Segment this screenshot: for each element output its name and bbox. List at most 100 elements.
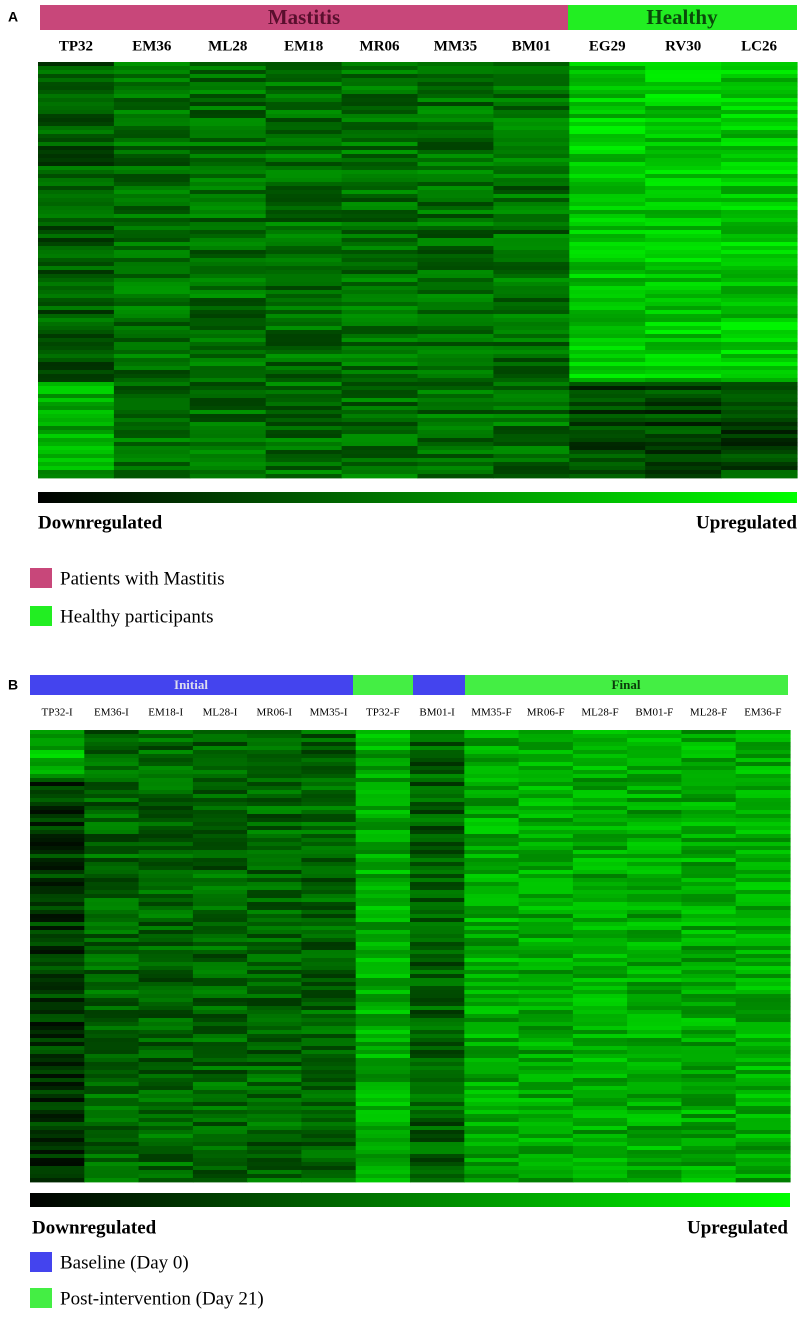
heatmap-cell xyxy=(417,338,494,343)
heatmap-cell xyxy=(464,1130,520,1135)
heatmap-cell xyxy=(410,982,465,987)
heatmap-cell xyxy=(192,1014,248,1019)
heatmap-cell xyxy=(417,98,494,103)
heatmap-cell xyxy=(681,1178,737,1183)
heatmap-cell xyxy=(265,390,343,395)
heatmap-cell xyxy=(192,934,248,939)
heatmap-cell xyxy=(735,1010,791,1015)
heatmap-cell xyxy=(417,394,494,399)
heatmap-cell xyxy=(301,802,357,807)
heatmap-cell xyxy=(30,1178,85,1183)
heatmap-cell xyxy=(38,206,115,211)
heatmap-cell xyxy=(518,866,574,871)
heatmap-cell xyxy=(721,186,798,191)
heatmap-cell xyxy=(113,234,191,239)
heatmap-cell xyxy=(721,238,798,243)
heatmap-cell xyxy=(645,98,722,103)
heatmap-cell xyxy=(464,934,520,939)
heatmap-cell xyxy=(645,274,722,279)
heatmap-cell xyxy=(38,458,115,463)
heatmap-cell xyxy=(84,950,140,955)
heatmap-cell xyxy=(572,1074,628,1079)
heatmap-cell xyxy=(417,390,494,395)
heatmap-cell xyxy=(572,1110,628,1115)
heatmap-cell xyxy=(189,246,267,251)
heatmap-cell xyxy=(410,962,465,967)
heatmap-cell xyxy=(518,1034,574,1039)
heatmap-cell xyxy=(417,418,494,423)
heatmap-cell xyxy=(569,222,646,227)
heatmap-cell xyxy=(38,274,115,279)
heatmap-cell xyxy=(493,306,570,311)
heatmap-cell xyxy=(138,922,194,927)
heatmap-cell xyxy=(464,778,520,783)
heatmap-cell xyxy=(681,1158,737,1163)
heatmap-cell xyxy=(569,370,646,375)
heatmap-cell xyxy=(464,774,520,779)
heatmap-cell xyxy=(138,1122,194,1127)
heatmap-cell xyxy=(138,918,194,923)
heatmap-cell xyxy=(192,842,248,847)
heatmap-cell xyxy=(113,446,191,451)
heatmap-cell xyxy=(645,318,722,323)
heatmap-cell xyxy=(138,914,194,919)
heatmap-cell xyxy=(417,258,494,263)
heatmap-cell xyxy=(627,1042,682,1047)
column-label: ML28-I xyxy=(203,707,238,719)
heatmap-cell xyxy=(464,1014,520,1019)
heatmap-cell xyxy=(681,950,737,955)
heatmap-cell xyxy=(341,290,419,295)
heatmap-cell xyxy=(30,830,85,835)
heatmap-cell xyxy=(569,286,646,291)
heatmap-cell xyxy=(301,1030,357,1035)
scale-high: Upregulated xyxy=(687,1217,788,1238)
heatmap-cell xyxy=(627,878,682,883)
heatmap-cell xyxy=(681,834,737,839)
heatmap-cell xyxy=(30,786,85,791)
heatmap-cell xyxy=(417,166,494,171)
heatmap-cell xyxy=(265,90,343,95)
heatmap-cell xyxy=(38,350,115,355)
heatmap-cell xyxy=(301,930,357,935)
heatmap-cell xyxy=(341,410,419,415)
heatmap-cell xyxy=(38,234,115,239)
heatmap-cell xyxy=(30,1162,85,1167)
heatmap-cell xyxy=(681,746,737,751)
heatmap-cell xyxy=(493,170,570,175)
heatmap-cell xyxy=(113,458,191,463)
heatmap-cell xyxy=(341,106,419,111)
heatmap-cell xyxy=(569,374,646,379)
heatmap-cell xyxy=(265,130,343,135)
heatmap-cell xyxy=(30,854,85,859)
heatmap-cell xyxy=(493,74,570,79)
scale-low: Downregulated xyxy=(32,1217,157,1238)
column-label: MR06-I xyxy=(257,707,293,719)
heatmap-cell xyxy=(265,86,343,91)
heatmap-cell xyxy=(247,814,302,819)
heatmap-cell xyxy=(84,930,140,935)
heatmap-cell xyxy=(138,974,194,979)
heatmap-cell xyxy=(735,1090,791,1095)
heatmap-cell xyxy=(681,818,737,823)
heatmap-cell xyxy=(247,1158,302,1163)
heatmap-cell xyxy=(84,794,140,799)
heatmap-cell xyxy=(247,894,302,899)
heatmap-cell xyxy=(192,950,248,955)
heatmap-cell xyxy=(265,286,343,291)
heatmap-cell xyxy=(569,202,646,207)
heatmap-cell xyxy=(681,1050,737,1055)
heatmap-cell xyxy=(138,1110,194,1115)
heatmap-cell xyxy=(493,158,570,163)
heatmap-cell xyxy=(569,174,646,179)
heatmap-cell xyxy=(417,422,494,427)
heatmap-cell xyxy=(355,1098,411,1103)
heatmap-cell xyxy=(721,214,798,219)
heatmap-cell xyxy=(645,474,722,479)
heatmap-cell xyxy=(518,1002,574,1007)
heatmap-cell xyxy=(355,870,411,875)
heatmap-cell xyxy=(301,834,357,839)
heatmap-cell xyxy=(721,70,798,75)
heatmap-cell xyxy=(518,1082,574,1087)
heatmap-cell xyxy=(247,906,302,911)
heatmap-cell xyxy=(189,126,267,131)
